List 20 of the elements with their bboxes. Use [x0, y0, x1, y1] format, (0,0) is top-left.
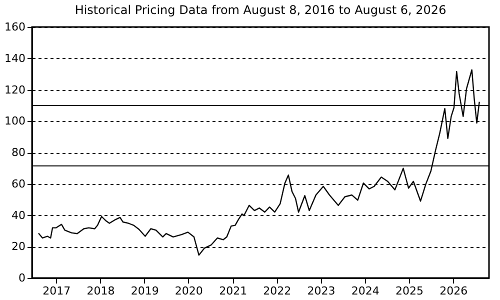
y-tick-label: 80 — [12, 146, 26, 159]
y-tick-label: 40 — [12, 208, 26, 222]
chart-title: Historical Pricing Data from August 8, 2016 to August 6, 2026 — [74, 3, 446, 17]
x-tick-label: 2025 — [396, 284, 424, 298]
x-tick-label: 2018 — [86, 284, 115, 298]
x-tick-label: 2023 — [307, 284, 336, 298]
y-tick-label: 140 — [4, 52, 26, 65]
x-tick-label: 2017 — [42, 284, 71, 298]
y-tick-label: 100 — [4, 114, 26, 128]
x-tick-label: 2026 — [440, 284, 468, 298]
y-tick-label: 0 — [18, 272, 26, 284]
y-tick-label: 60 — [12, 177, 26, 190]
x-tick-label: 2024 — [351, 284, 380, 298]
y-tick-label: 120 — [4, 83, 26, 96]
x-tick-label: 2020 — [174, 284, 203, 298]
y-tick-label: 160 — [4, 20, 26, 34]
x-tick-label: 2022 — [263, 284, 292, 298]
x-tick-label: 2019 — [130, 284, 159, 298]
x-tick-label: 2021 — [219, 284, 248, 298]
y-tick-label: 20 — [12, 240, 26, 254]
